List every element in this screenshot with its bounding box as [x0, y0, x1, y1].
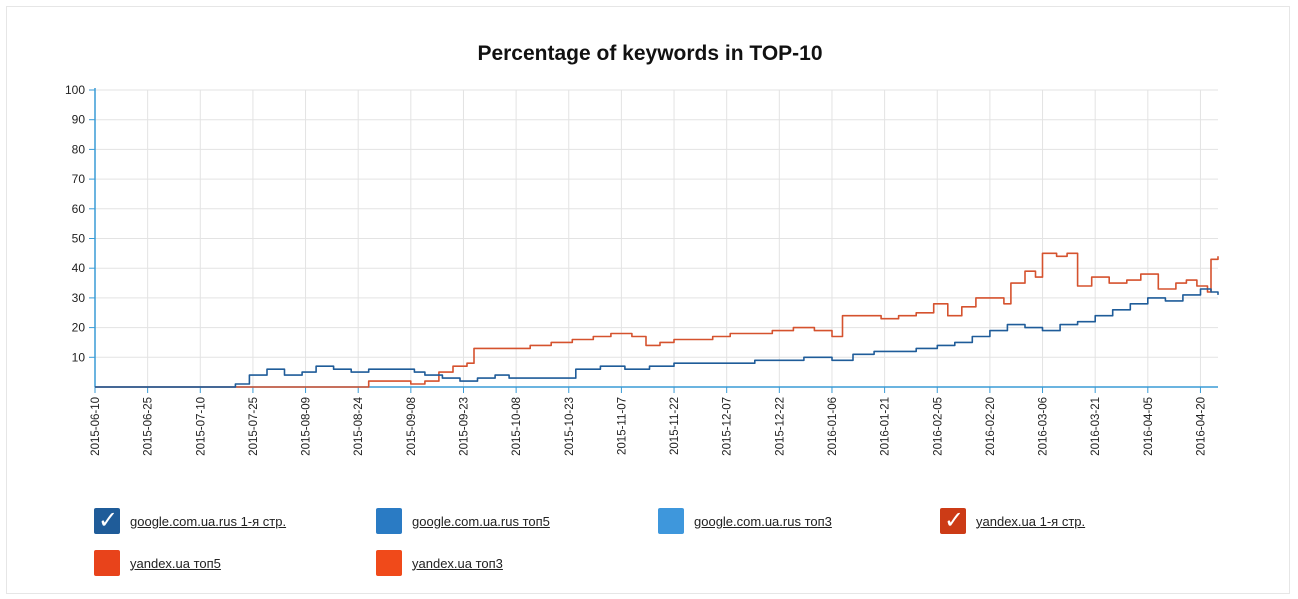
legend-item-yandex-1[interactable]: ✓ yandex.ua 1-я стр.	[940, 506, 1086, 534]
y-tick-label: 20	[72, 321, 86, 335]
x-tick-label: 2015-12-22	[774, 397, 786, 456]
legend-label[interactable]: yandex.ua топ3	[412, 555, 503, 571]
x-tick-label: 2016-04-20	[1195, 397, 1207, 456]
x-tick-label: 2015-10-23	[564, 397, 576, 456]
chart-panel	[6, 6, 1290, 594]
x-tick-label: 2015-08-09	[301, 397, 313, 456]
legend-swatch[interactable]	[658, 508, 684, 534]
x-tick-label: 2016-01-06	[827, 397, 839, 456]
x-tick-label: 2015-07-10	[195, 397, 207, 456]
x-tick-label: 2015-06-25	[143, 397, 155, 456]
legend-label[interactable]: yandex.ua 1-я стр.	[976, 513, 1086, 529]
x-tick-label: 2016-03-06	[1038, 397, 1050, 456]
x-tick-label: 2016-02-20	[985, 397, 997, 456]
x-tick-label: 2016-04-05	[1143, 397, 1155, 456]
x-tick-label: 2015-09-08	[406, 397, 418, 456]
x-tick-label: 2015-08-24	[353, 396, 365, 455]
legend-label[interactable]: google.com.ua.rus топ5	[412, 513, 550, 529]
axes	[94, 88, 1218, 388]
x-tick-label: 2015-07-25	[248, 397, 260, 456]
legend-swatch[interactable]: ✓	[940, 506, 966, 534]
legend-item-google-top3[interactable]: google.com.ua.rus топ3	[658, 508, 832, 534]
grid	[94, 89, 1218, 387]
y-tick-label: 60	[72, 202, 86, 216]
series-lines	[95, 252, 1219, 388]
legend-item-google-top5[interactable]: google.com.ua.rus топ5	[376, 508, 550, 534]
legend-label[interactable]: yandex.ua топ5	[130, 555, 221, 571]
x-tick-label: 2016-02-05	[932, 397, 944, 456]
x-tick-label: 2015-10-08	[511, 397, 523, 456]
line-chart: Percentage of keywords in TOP-10 10 20 30 4…	[65, 42, 1219, 456]
legend-label[interactable]: google.com.ua.rus 1-я стр.	[130, 513, 287, 529]
chart-title: Percentage of keywords in TOP-10	[477, 42, 822, 65]
x-tick-label: 2015-11-22	[669, 397, 681, 455]
y-tick-label: 90	[72, 113, 86, 127]
legend-swatch[interactable]: ✓	[94, 506, 120, 534]
legend-item-yandex-top5[interactable]: yandex.ua топ5	[94, 550, 221, 576]
y-tick-label: 100	[65, 83, 85, 97]
legend: ✓ google.com.ua.rus 1-я стр. google.com.…	[94, 506, 1194, 578]
y-tick-label: 30	[72, 291, 86, 305]
x-tick-label: 2015-06-10	[90, 397, 102, 456]
y-tick-label: 70	[72, 172, 86, 186]
y-tick-label: 80	[72, 142, 86, 156]
x-tick-label: 2015-11-07	[616, 397, 628, 455]
legend-swatch[interactable]	[376, 550, 402, 576]
check-icon: ✓	[98, 506, 119, 534]
legend-item-google-1[interactable]: ✓ google.com.ua.rus 1-я стр.	[94, 506, 287, 534]
legend-swatch[interactable]	[376, 508, 402, 534]
check-icon: ✓	[944, 506, 965, 534]
x-tick-label: 2015-09-23	[458, 397, 470, 456]
series-line-1	[95, 288, 1219, 388]
y-tick-label: 40	[72, 261, 86, 275]
legend-swatch[interactable]	[94, 550, 120, 576]
x-axis-ticks: 2015-06-10 2015-06-25 2015-07-10 2015-07-25…	[90, 387, 1207, 456]
y-axis-ticks: 10 20 30 40 50 60 70 80 90 100	[65, 83, 95, 364]
series-line-0	[95, 252, 1219, 388]
y-tick-label: 50	[72, 232, 86, 246]
x-tick-label: 2016-03-21	[1090, 397, 1102, 456]
legend-item-yandex-top3[interactable]: yandex.ua топ3	[376, 550, 503, 576]
y-tick-label: 10	[72, 350, 86, 364]
x-tick-label: 2015-12-07	[722, 397, 734, 456]
x-tick-label: 2016-01-21	[880, 397, 892, 456]
legend-label[interactable]: google.com.ua.rus топ3	[694, 513, 832, 529]
